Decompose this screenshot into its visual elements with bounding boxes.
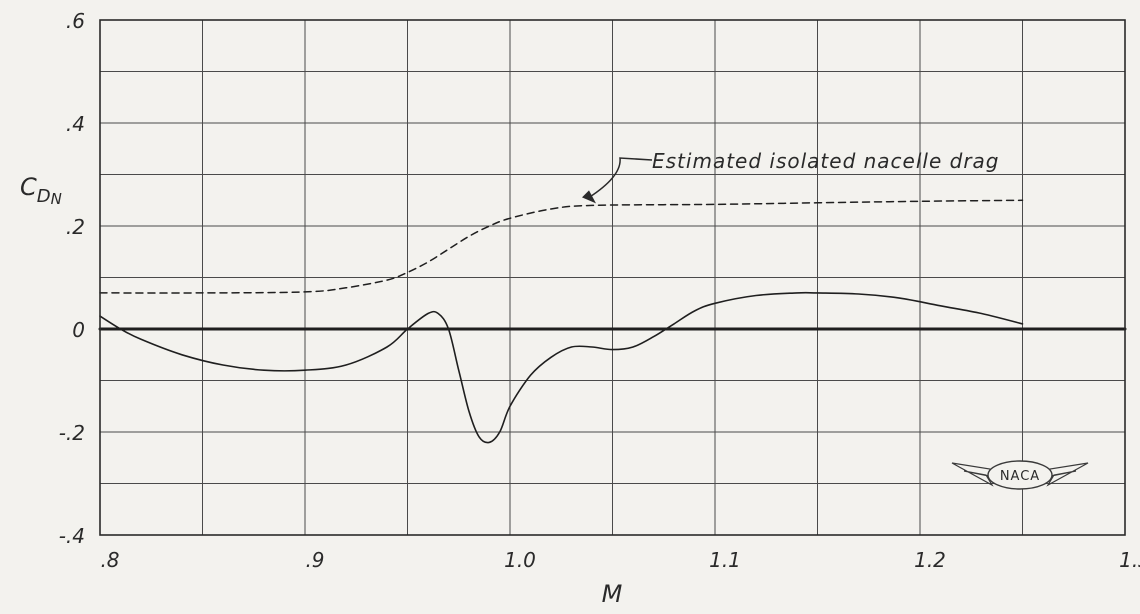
series-measured-drag — [100, 293, 1023, 443]
y-axis-title: CDN — [20, 173, 62, 208]
x-tick-label: .8 — [100, 548, 119, 572]
x-tick-label: 1.0 — [504, 548, 536, 572]
y-axis-title-main: C — [20, 173, 37, 201]
x-tick-label: .9 — [305, 548, 324, 572]
grid — [100, 20, 1125, 535]
y-tick-label: -.4 — [59, 524, 85, 548]
annotation: Estimated isolated nacelle drag — [582, 149, 1000, 203]
naca-logo: NACA — [952, 461, 1088, 489]
x-tick-label: 1.3 — [1119, 548, 1140, 572]
x-tick-label: 1.1 — [709, 548, 741, 572]
y-tick-label: .6 — [66, 9, 85, 33]
y-tick-label: .4 — [66, 112, 85, 136]
annotation-label: Estimated isolated nacelle drag — [652, 149, 1000, 173]
x-axis-title: M — [602, 580, 623, 608]
annotation-leader-line — [589, 158, 652, 197]
y-tick-label: 0 — [72, 318, 85, 342]
tick-labels: .8 .9 1.0 1.1 1.2 1.3 .6 .4 .2 0 -.2 -.4 — [59, 9, 1140, 572]
series-estimated-nacelle-drag — [100, 200, 1023, 293]
y-tick-label: -.2 — [59, 421, 85, 445]
y-axis-title-subsubscript: N — [51, 190, 62, 208]
x-tick-label: 1.2 — [914, 548, 946, 572]
annotation-arrowhead — [582, 190, 596, 203]
y-axis-title-subscript: D — [37, 186, 51, 207]
naca-logo-text: NACA — [1000, 469, 1040, 484]
y-tick-label: .2 — [66, 215, 85, 239]
